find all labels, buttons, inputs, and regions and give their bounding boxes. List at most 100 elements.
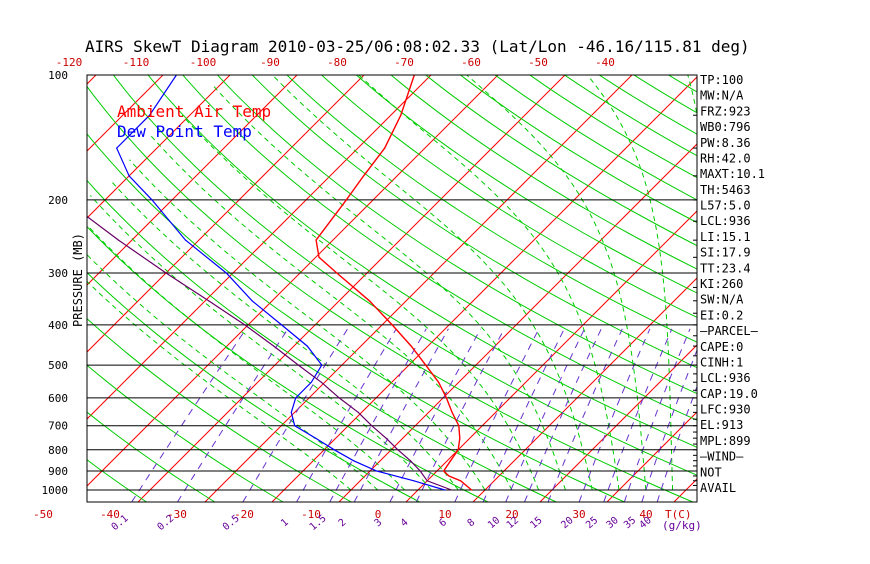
mixing-ratio-label: 15	[528, 515, 544, 531]
isotherm-line	[808, 75, 870, 502]
profile-point	[281, 324, 282, 325]
mixing-ratio-label: 35	[622, 515, 638, 531]
profile-point	[244, 324, 245, 325]
moist-adiabat-line	[151, 136, 512, 490]
mixing-ratio-line	[506, 329, 585, 502]
temp-tick-label: -50	[33, 508, 53, 521]
mixing-ratio-line	[604, 329, 672, 502]
index-label: EL:913	[700, 418, 743, 432]
profile-point	[458, 449, 459, 450]
profile-point	[386, 438, 387, 439]
mixing-ratio-label: 2	[337, 517, 349, 529]
profile-point	[315, 438, 316, 439]
profile-point	[369, 300, 370, 301]
profile-point	[291, 412, 292, 413]
profile-point	[353, 460, 354, 461]
index-label: WB0:796	[700, 120, 751, 134]
profile-point	[339, 397, 340, 398]
pressure-tick-label: 1000	[42, 484, 69, 497]
profile-point	[392, 324, 393, 325]
dry-adiabat-line	[251, 74, 870, 502]
profile-point	[384, 148, 385, 149]
profile-point	[316, 240, 317, 241]
profile-point	[273, 346, 274, 347]
mixing-ratio-label: 1	[279, 517, 291, 529]
mixing-ratio-line	[525, 329, 602, 502]
index-label: MPL:899	[700, 434, 751, 448]
pressure-tick-label: 800	[48, 444, 68, 457]
mixing-ratio-line	[132, 329, 246, 502]
profile-point	[311, 382, 312, 383]
profile-point	[452, 412, 453, 413]
top-temp-tick-label: -100	[190, 56, 217, 69]
moist-adiabat-line	[587, 75, 672, 490]
moist-adiabat-line	[272, 75, 592, 490]
index-label: MW:N/A	[700, 89, 744, 103]
pressure-tick-label: 200	[48, 194, 68, 207]
dry-adiabat-line	[390, 74, 870, 502]
chart-title: AIRS SkewT Diagram 2010-03-25/06:08:02.3…	[85, 37, 750, 56]
profile-point	[294, 425, 295, 426]
profile-point	[410, 460, 411, 461]
mixing-ratio-line	[330, 329, 427, 502]
moist-adiabat-line	[211, 84, 565, 490]
profile-point	[397, 449, 398, 450]
profile-point	[129, 175, 130, 176]
top-temp-tick-label: -80	[327, 56, 347, 69]
isotherm-line	[205, 75, 632, 502]
index-label: EI:0.2	[700, 308, 743, 322]
index-label: CINH:1	[700, 356, 743, 370]
top-temp-tick-label: -90	[260, 56, 280, 69]
y-axis-label: PRESSURE (MB)	[71, 233, 85, 327]
isotherm-line	[272, 75, 699, 502]
isotherm-line	[741, 75, 870, 502]
profile-point	[321, 365, 322, 366]
top-temp-tick-label: -110	[123, 56, 150, 69]
profile-point	[363, 175, 364, 176]
profile-point	[458, 425, 459, 426]
profile-point	[318, 257, 319, 258]
top-temp-tick-label: -60	[461, 56, 481, 69]
profile-point	[460, 480, 461, 481]
index-label: LCL:936	[700, 371, 751, 385]
index-label: CAP:19.0	[700, 387, 758, 401]
index-label: MAXT:10.1	[700, 167, 765, 181]
profile-point	[336, 272, 337, 273]
profile-point	[346, 199, 347, 200]
pressure-tick-label: 400	[48, 319, 68, 332]
top-temp-tick-label: -120	[56, 56, 83, 69]
index-label: L57:5.0	[700, 199, 751, 213]
profile-point	[252, 300, 253, 301]
top-temp-tick-label: -50	[528, 56, 548, 69]
index-label: —PARCEL—	[700, 324, 759, 338]
mixing-ratio-line	[297, 329, 397, 502]
profile-point	[165, 272, 166, 273]
profile-point	[151, 199, 152, 200]
top-temp-tick-label: -40	[595, 56, 615, 69]
pressure-tick-label: 100	[48, 69, 68, 82]
pressure-tick-label: 300	[48, 267, 68, 280]
profile-point	[459, 438, 460, 439]
profile-point	[358, 412, 359, 413]
index-label: TT:23.4	[700, 261, 751, 275]
dry-adiabat-line	[286, 74, 870, 502]
index-label: LI:15.1	[700, 230, 751, 244]
profile-point	[411, 346, 412, 347]
profile-point	[438, 382, 439, 383]
mixing-ratio-line	[455, 329, 539, 502]
profile-point	[446, 397, 447, 398]
mixing-ratio-label: 8	[466, 517, 478, 529]
profile-point	[185, 240, 186, 241]
temp-tick-label: 30	[572, 508, 585, 521]
profile-point	[443, 470, 444, 471]
stability-indices: TP:100MW:N/AFRZ:923WB0:796PW:8.36RH:42.0…	[700, 73, 765, 495]
profile-point	[371, 425, 372, 426]
index-label: —WIND—	[700, 450, 744, 464]
mixing-ratio-label: 30	[605, 515, 621, 531]
dry-adiabat-line	[632, 74, 870, 502]
profile-point	[450, 460, 451, 461]
pressure-tick-label: 600	[48, 392, 68, 405]
profile-point	[376, 470, 377, 471]
